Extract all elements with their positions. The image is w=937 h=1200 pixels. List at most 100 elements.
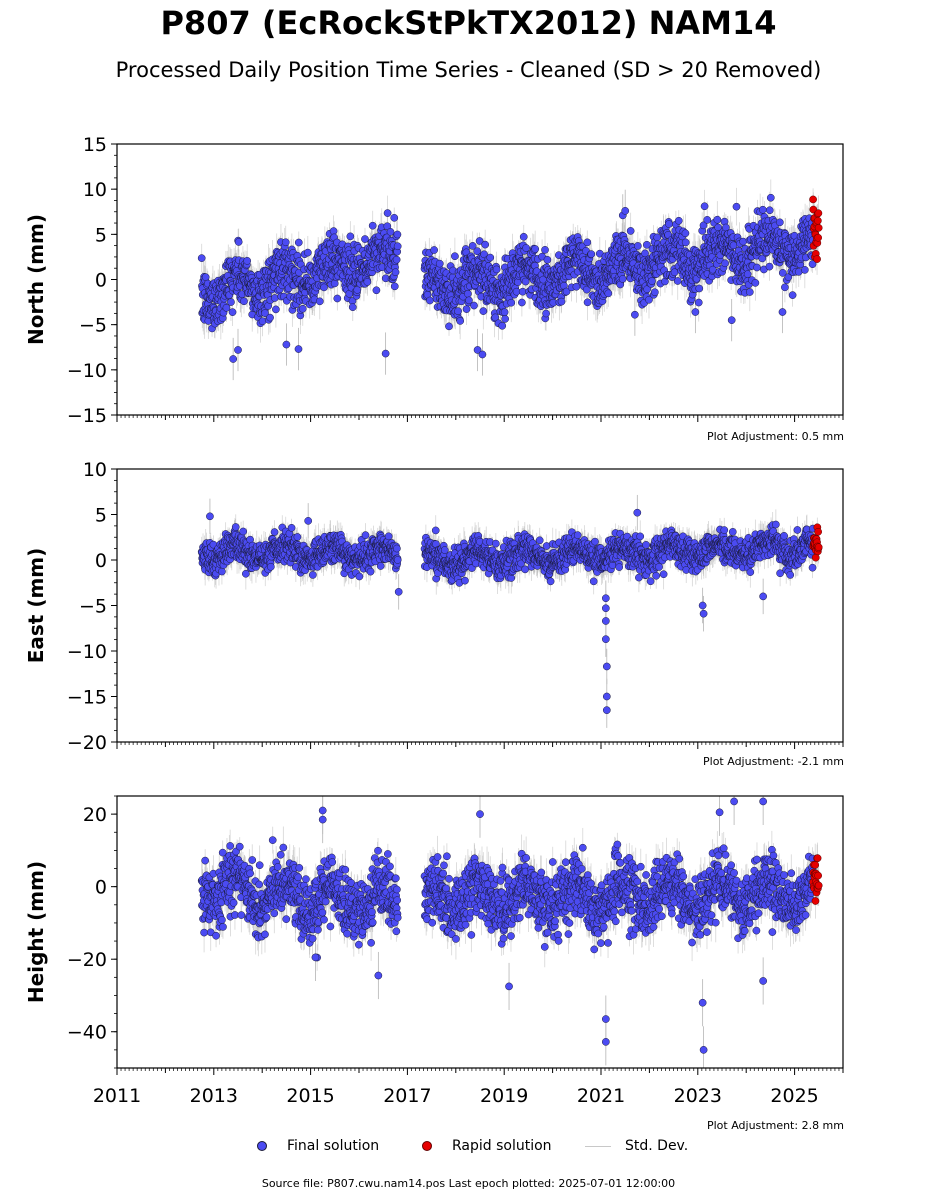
north-final-point (739, 237, 747, 246)
north-final-point (229, 355, 238, 363)
north-final-point (315, 297, 324, 306)
north-final-point (694, 298, 703, 307)
north-final-point (234, 238, 243, 246)
north-final-point (700, 202, 709, 211)
north-final-point (282, 340, 291, 349)
north-final-point (583, 238, 592, 247)
north-final-point (703, 216, 712, 224)
north-final-point (765, 262, 774, 271)
north-final-point (681, 229, 690, 238)
north-final-point (522, 244, 530, 252)
north-final-point (583, 298, 592, 307)
north-final-point (498, 321, 507, 330)
north-final-point (479, 307, 488, 315)
north-final-point (481, 240, 490, 249)
north-final-point (765, 206, 774, 215)
north-final-point (298, 304, 307, 313)
north-final-point (383, 209, 392, 217)
north-final-point (800, 266, 809, 274)
north-final-point (751, 279, 760, 287)
north-points (197, 193, 823, 363)
north-final-point (626, 227, 635, 235)
north-final-point (303, 248, 312, 257)
north-y-axis-label: North (mm) (24, 214, 48, 345)
north-final-point (501, 315, 509, 323)
north-final-point (500, 308, 509, 317)
north-final-point (753, 263, 761, 272)
north-final-point (393, 242, 402, 251)
north-final-point (348, 303, 357, 312)
north-rapid-point (813, 255, 821, 263)
north-final-point (695, 284, 704, 293)
north-final-point (691, 308, 700, 316)
north-final-point (648, 277, 656, 285)
north-final-point (390, 213, 399, 222)
chart-subtitle: Processed Daily Position Time Series - C… (0, 58, 937, 82)
north-final-point (266, 313, 274, 322)
north-rapid-point (814, 209, 823, 218)
north-y-tick-label: −10 (67, 360, 107, 382)
north-final-point (778, 308, 787, 316)
north-final-point (470, 301, 478, 310)
north-final-point (618, 275, 627, 283)
north-rapid-point (814, 233, 822, 242)
north-final-point (775, 218, 784, 227)
north-final-point (732, 202, 741, 211)
north-y-tick-label: −5 (79, 315, 107, 337)
north-final-point (320, 283, 328, 292)
north-final-point (462, 305, 471, 313)
north-y-tick-label: 15 (83, 134, 107, 156)
north-final-point (633, 242, 642, 250)
north-final-point (240, 297, 248, 306)
north-final-point (541, 246, 549, 254)
north-final-point (492, 265, 501, 274)
north-final-point (390, 282, 399, 291)
north-final-point (727, 316, 736, 324)
north-final-point (227, 298, 235, 306)
north-final-point (456, 317, 465, 325)
north-final-point (430, 246, 438, 254)
north-final-point (201, 273, 210, 282)
north-final-point (272, 305, 280, 314)
north-final-point (294, 238, 303, 247)
north-final-point (543, 255, 552, 264)
north-final-point (531, 245, 540, 253)
north-final-point (518, 287, 527, 296)
north-final-point (631, 310, 639, 319)
north-final-point (542, 309, 550, 318)
north-final-point (486, 253, 495, 262)
north-final-point (788, 291, 797, 299)
north-final-point (681, 238, 690, 247)
north-y-tick-label: −15 (67, 405, 107, 427)
north-final-point (333, 294, 342, 303)
north-y-tick-label: 0 (95, 270, 107, 292)
north-final-point (361, 235, 369, 243)
north-final-point (653, 233, 662, 242)
north-final-point (464, 289, 472, 298)
north-final-point (604, 289, 613, 298)
north-final-point (261, 309, 269, 317)
north-final-point (478, 350, 487, 359)
north-final-point (372, 286, 381, 295)
north-final-point (346, 232, 355, 241)
north-final-point (363, 278, 372, 286)
north-final-point (674, 216, 683, 225)
north-final-point (745, 288, 754, 296)
north-final-point (222, 303, 231, 312)
north-final-point (197, 254, 206, 262)
north-final-point (673, 277, 682, 285)
north-y-tick-label: 10 (83, 179, 107, 201)
north-final-point (270, 294, 279, 302)
north-rapid-point (809, 195, 817, 204)
north-final-point (587, 250, 596, 258)
north-final-point (665, 220, 673, 228)
north-final-point (518, 298, 526, 307)
north-final-point (368, 221, 377, 230)
north-final-point (381, 349, 390, 358)
north-final-point (713, 215, 722, 224)
north-final-point (651, 288, 659, 297)
north-final-point (781, 283, 789, 292)
north-final-point (426, 296, 434, 305)
north-final-point (391, 268, 400, 277)
